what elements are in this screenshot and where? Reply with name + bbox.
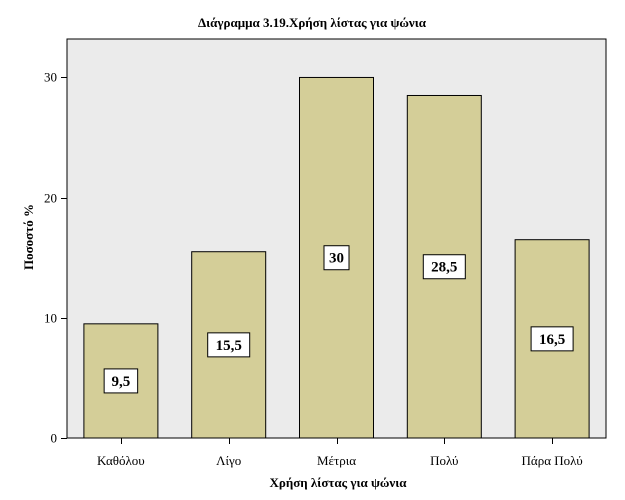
x-tick-label: Καθόλου [97, 453, 145, 468]
y-axis-label: Ποσοστό % [21, 204, 36, 270]
x-tick-label: Πολύ [430, 453, 458, 468]
data-label: 15,5 [216, 338, 242, 354]
data-label-box [103, 368, 139, 394]
data-label-box [323, 245, 350, 271]
x-tick-label: Λίγο [216, 453, 241, 468]
data-label: 9,5 [112, 374, 131, 390]
data-label-box [530, 326, 574, 352]
y-axis-ticks: 0 10 20 30 [44, 70, 67, 446]
y-tick-label: 30 [44, 70, 57, 85]
data-label: 16,5 [539, 332, 565, 348]
x-axis-ticks: Καθόλου Λίγο Μέτρια Πολύ Πάρα Πολύ [97, 438, 583, 468]
data-label: 28,5 [431, 260, 457, 276]
y-tick-label: 20 [44, 191, 57, 206]
x-tick-label: Πάρα Πολύ [522, 453, 583, 468]
chart-title: Διάγραμμα 3.19.Χρήση λίστας για ψώνια [198, 15, 427, 30]
x-tick-label: Μέτρια [317, 453, 356, 468]
data-label-box [207, 332, 251, 358]
x-axis-label: Χρήση λίστας για ψώνια [269, 475, 407, 490]
y-tick-label: 10 [44, 311, 57, 326]
data-label-box [422, 254, 466, 280]
bars: 9,5 15,5 30 28,5 16,5 [83, 76, 590, 439]
y-tick-label: 0 [51, 431, 58, 446]
data-label: 30 [329, 251, 344, 267]
